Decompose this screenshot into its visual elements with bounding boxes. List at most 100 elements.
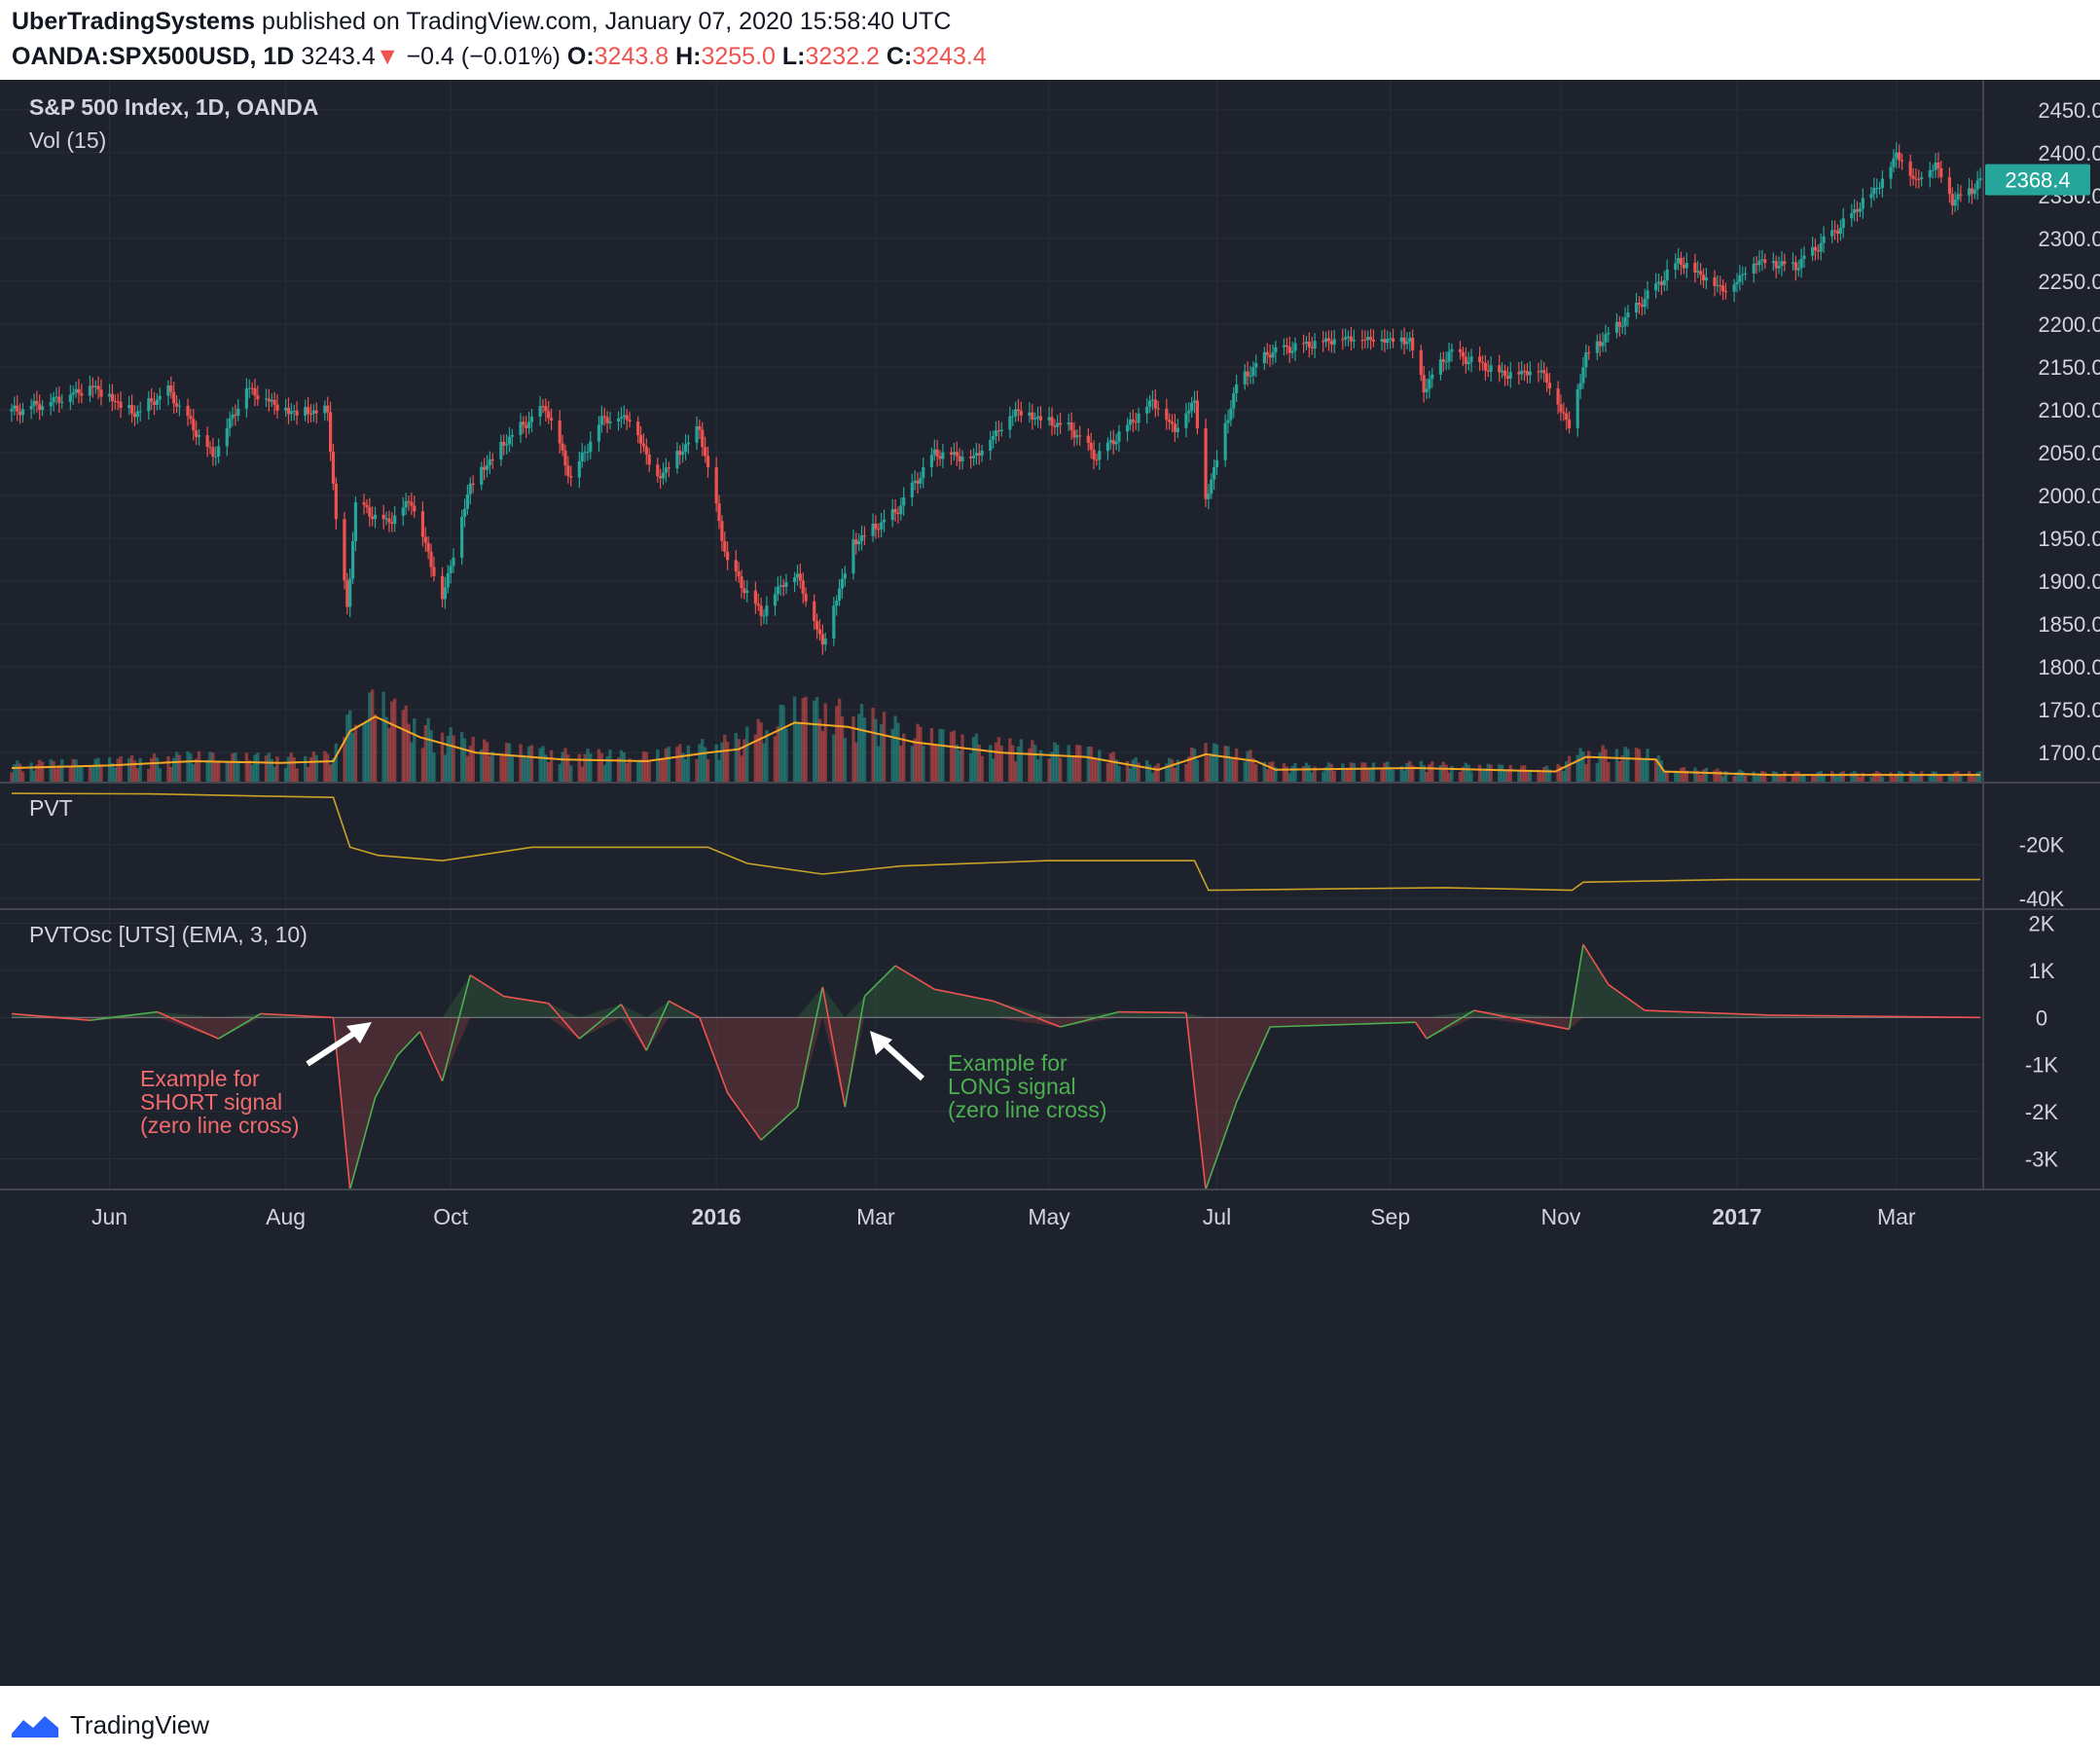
price-y-tick: 1750.0 <box>2038 698 2100 722</box>
candle-body <box>877 529 881 530</box>
volume-bar <box>1832 773 1837 783</box>
candle-body <box>132 413 137 418</box>
chart-area[interactable]: 2450.0 2400.0 2350.0 2300.0 2250.0 2200.0 2150… <box>0 80 2100 1686</box>
candle-body <box>1556 388 1560 405</box>
volume-bar <box>362 723 366 783</box>
volume-bar <box>57 765 61 783</box>
time-axis-tick: Oct <box>433 1204 468 1229</box>
candle-body <box>1192 400 1197 403</box>
volume-bar <box>250 764 254 783</box>
candle-body <box>862 535 867 537</box>
candle-body <box>264 398 269 400</box>
candle-body <box>1719 285 1722 287</box>
osc-line-segment <box>1414 1021 1428 1040</box>
volume-bar <box>813 700 816 783</box>
candle-body <box>1562 412 1566 414</box>
current-price-badge <box>1985 164 2090 196</box>
candle-body <box>1911 175 1915 179</box>
volume-bar <box>1522 765 1527 783</box>
volume-bar <box>270 758 273 783</box>
volume-bar <box>353 724 358 783</box>
volume-bar <box>958 750 961 783</box>
candle-body <box>1869 194 1873 199</box>
candle-body <box>641 443 646 447</box>
candle-body <box>1092 450 1096 460</box>
volume-bar <box>1056 745 1060 783</box>
volume-bar <box>879 723 884 783</box>
volume-bar <box>1877 772 1882 783</box>
volume-bar <box>1184 763 1188 783</box>
candle-body <box>1523 370 1527 372</box>
candle-body <box>381 514 385 520</box>
volume-bar <box>71 758 75 783</box>
candle-body <box>874 523 878 530</box>
candle-body <box>20 409 25 416</box>
volume-bar <box>1783 771 1787 783</box>
volume-bars <box>10 689 1982 783</box>
volume-bar <box>499 755 503 783</box>
time-axis-tick: Sep <box>1370 1204 1410 1229</box>
candle-body <box>1813 246 1818 251</box>
symbol-label[interactable]: OANDA:SPX500USD, 1D <box>12 43 295 70</box>
volume-bar <box>1508 764 1512 783</box>
volume-bar <box>1035 759 1040 783</box>
candle-body <box>843 573 847 579</box>
osc-positive-fill <box>12 944 1980 1018</box>
osc-line-segment <box>993 1000 1061 1028</box>
volume-bar <box>197 750 201 783</box>
candle-body <box>284 407 288 411</box>
candle-body <box>410 501 414 506</box>
volume-bar <box>1830 771 1834 783</box>
candle-body <box>644 446 648 455</box>
volume-bar <box>1189 747 1194 783</box>
candle-body <box>334 483 338 520</box>
candle-body <box>1544 373 1549 383</box>
tradingview-logo-icon[interactable] <box>10 1710 60 1739</box>
volume-bar <box>522 754 525 783</box>
candle-body <box>527 421 531 428</box>
candle-body <box>49 402 53 407</box>
price-y-tick: 2000.0 <box>2038 484 2100 508</box>
candle-body <box>177 405 182 407</box>
volume-bar <box>1735 771 1739 783</box>
volume-bar <box>773 736 778 783</box>
volume-bar <box>1251 757 1255 783</box>
volume-bar <box>392 698 397 783</box>
candle-body <box>823 638 827 645</box>
volume-bar <box>1520 765 1524 783</box>
publish-info: UberTradingSystems published on TradingV… <box>12 8 951 36</box>
candle-body <box>1542 370 1546 374</box>
candle-body <box>1771 261 1775 264</box>
candle-body <box>1752 263 1756 274</box>
volume-bar <box>547 761 551 783</box>
volume-bar <box>1802 775 1806 783</box>
candle-body <box>1067 422 1070 425</box>
volume-bar <box>717 759 721 783</box>
volume-bar <box>236 760 240 783</box>
volume-bar <box>1575 754 1579 783</box>
candle-body <box>1614 321 1619 333</box>
volume-bar <box>854 742 858 783</box>
volume-bar <box>80 765 84 783</box>
osc-line-segment <box>157 1010 219 1040</box>
chart-svg[interactable]: 2450.02400.02350.02300.02250.02200.02150… <box>0 80 2100 1686</box>
volume-bar <box>1822 774 1826 783</box>
volume-bar <box>1008 738 1012 783</box>
candle-body <box>1430 374 1434 380</box>
candle-body <box>166 384 170 396</box>
volume-bar <box>1232 758 1236 783</box>
candle-body <box>1282 345 1286 348</box>
volume-bar <box>234 752 237 783</box>
brand-label[interactable]: TradingView <box>70 1709 210 1739</box>
volume-bar <box>1402 770 1406 783</box>
candle-body <box>311 410 315 415</box>
volume-bar <box>116 758 120 783</box>
long-annotation-line: (zero line cross) <box>948 1097 1107 1122</box>
candle-body <box>1822 236 1826 243</box>
osc-line-segment <box>645 1001 670 1051</box>
candle-body <box>1108 440 1112 443</box>
candle-body <box>1419 349 1423 376</box>
candle-body <box>586 452 590 454</box>
candle-body <box>247 387 251 389</box>
author-name[interactable]: UberTradingSystems <box>12 8 256 35</box>
